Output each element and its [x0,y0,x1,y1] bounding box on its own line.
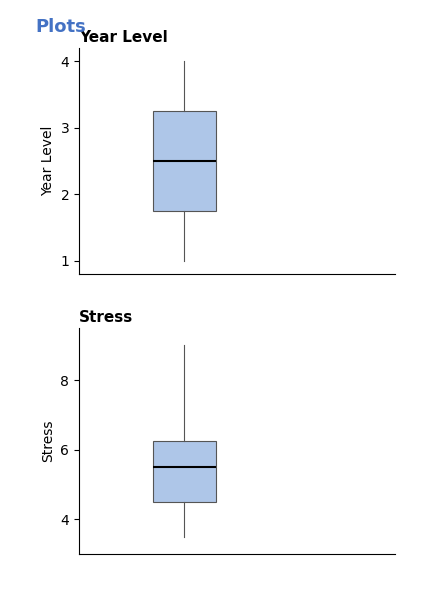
Y-axis label: Stress: Stress [41,420,55,462]
Text: Stress: Stress [79,311,133,325]
PathPatch shape [152,441,215,502]
Text: Plots: Plots [35,18,86,36]
PathPatch shape [152,111,215,211]
Text: Year Level: Year Level [79,30,167,45]
Y-axis label: Year Level: Year Level [41,126,55,196]
